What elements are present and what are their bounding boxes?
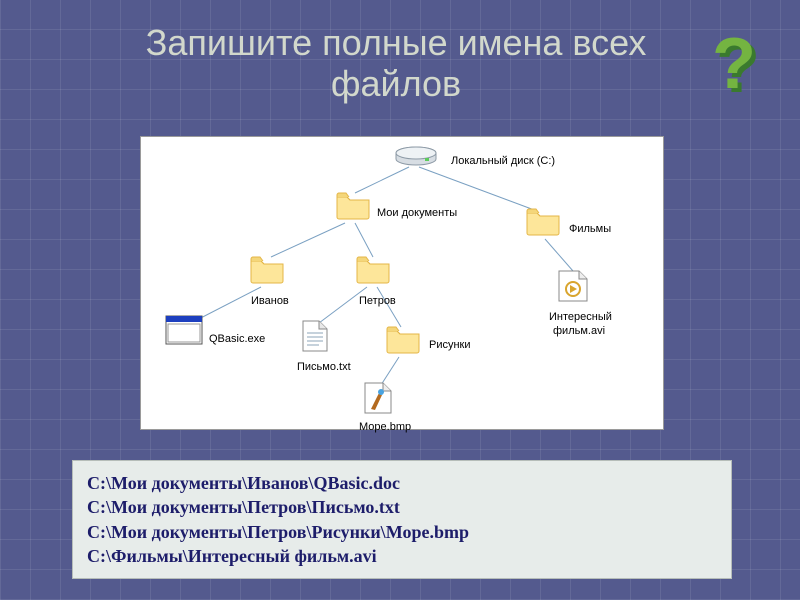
tree-edge — [271, 223, 345, 257]
tree-node-more — [363, 381, 393, 418]
tree-edge — [355, 223, 373, 257]
exe-icon — [165, 315, 203, 348]
tree-label-risunki: Рисунки — [429, 337, 471, 351]
tree-node-films — [525, 207, 561, 240]
folder-icon — [385, 325, 421, 358]
svg-text:?: ? — [712, 30, 756, 104]
tree-node-risunki — [385, 325, 421, 358]
avi-icon — [557, 269, 589, 306]
question-mark-icon: ? ? — [708, 30, 764, 110]
tree-label-ivanov: Иванов — [251, 293, 289, 307]
folder-icon — [525, 207, 561, 240]
slide: Запишите полные имена всех файлов ? ? Ло… — [0, 0, 800, 600]
tree-node-ivanov — [249, 255, 285, 288]
folder-icon — [335, 191, 371, 224]
disk-icon — [393, 145, 439, 172]
tree-node-root — [393, 145, 439, 172]
answer-line: C:\Фильмы\Интересный фильм.avi — [87, 544, 717, 568]
tree-label-pismo: Письмо.txt — [297, 359, 351, 373]
answer-line: C:\Мои документы\Иванов\QBasic.doc — [87, 471, 717, 495]
tree-label-avi: Интересный — [549, 309, 612, 323]
folder-icon — [249, 255, 285, 288]
answers-box: C:\Мои документы\Иванов\QBasic.doc C:\Мо… — [72, 460, 732, 579]
tree-label-qbasic: QBasic.exe — [209, 331, 265, 345]
tree-label-films: Фильмы — [569, 221, 611, 235]
tree-edge — [545, 239, 573, 271]
answer-line: C:\Мои документы\Петров\Письмо.txt — [87, 495, 717, 519]
answer-line: C:\Мои документы\Петров\Рисунки\Море.bmp — [87, 520, 717, 544]
tree-node-qbasic — [165, 315, 203, 348]
tree-label-avi2: фильм.avi — [553, 323, 605, 337]
txt-icon — [301, 319, 329, 356]
file-tree-diagram: Локальный диск (C:) Мои документы Фильмы… — [140, 136, 664, 430]
tree-label-docs: Мои документы — [377, 205, 457, 219]
tree-label-root: Локальный диск (C:) — [451, 153, 555, 167]
bmp-icon — [363, 381, 393, 418]
slide-title: Запишите полные имена всех файлов — [76, 22, 716, 105]
tree-node-docs — [335, 191, 371, 224]
tree-node-avi — [557, 269, 589, 306]
tree-label-more: Море.bmp — [359, 419, 411, 433]
tree-node-pismo — [301, 319, 329, 356]
tree-label-petrov: Петров — [359, 293, 396, 307]
tree-node-petrov — [355, 255, 391, 288]
folder-icon — [355, 255, 391, 288]
